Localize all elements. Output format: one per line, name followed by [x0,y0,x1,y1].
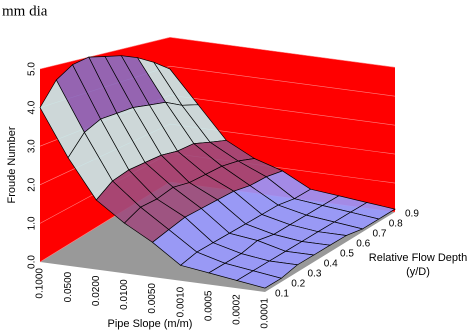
x-axis-label: Pipe Slope (m/m) [108,318,193,330]
y-tick-label: 0.4 [324,259,338,270]
z-tick-label: 2.0 [27,177,38,191]
z-tick-label: 4.0 [27,100,38,114]
y-axis-label: (y/D) [406,266,430,278]
x-tick-label: 0.0200 [91,275,102,306]
z-tick-label: 1.0 [27,216,38,230]
x-tick-label: 0.0500 [63,271,74,302]
y-tick-label: 0.9 [405,209,419,220]
x-tick-label: 0.0001 [260,298,271,329]
y-tick-label: 0.6 [356,239,370,250]
y-tick-label: 0.1 [275,289,289,300]
y-tick-label: 0.2 [291,279,305,290]
y-tick-label: 0.7 [373,229,387,240]
z-tick-label: 5.0 [27,62,38,76]
y-tick-label: 0.5 [340,249,354,260]
z-tick-label: 0.0 [27,255,38,269]
chart-title: mm dia [2,3,48,19]
x-tick-label: 0.1000 [35,268,46,299]
x-tick-label: 0.0100 [119,279,130,310]
x-tick-label: 0.0010 [175,286,186,317]
z-axis-label: Froude Number [6,126,18,203]
z-tick-label: 3.0 [27,139,38,153]
y-tick-label: 0.3 [308,269,322,280]
x-tick-label: 0.0050 [147,283,158,314]
y-axis-label: Relative Flow Depth [369,252,467,264]
y-tick-label: 0.8 [389,219,403,230]
x-tick-label: 0.0005 [203,290,214,321]
x-tick-label: 0.0002 [232,294,243,325]
grid-line [39,36,396,70]
surface-cell [236,270,283,289]
